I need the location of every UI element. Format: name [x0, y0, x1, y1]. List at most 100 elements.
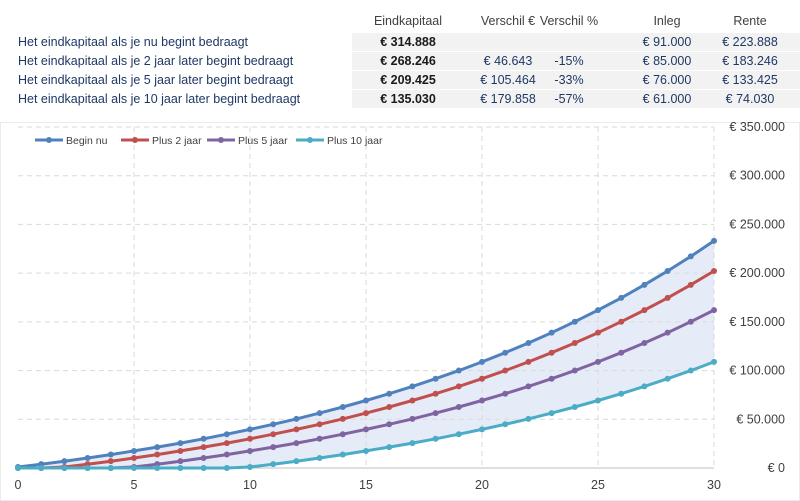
data-point: [641, 383, 648, 390]
data-point: [687, 318, 694, 325]
x-tick-label: 25: [591, 478, 605, 492]
data-point: [455, 431, 462, 438]
data-point: [247, 426, 253, 433]
data-point: [409, 415, 416, 422]
header-verschil-eur: Verschil €: [480, 14, 536, 28]
data-point: [571, 339, 578, 346]
data-point: [479, 426, 485, 433]
legend-label: Begin nu: [66, 135, 108, 147]
data-point: [84, 454, 91, 461]
header-verschil-pct: Verschil %: [539, 14, 599, 28]
data-point: [548, 375, 555, 382]
data-point: [177, 447, 184, 454]
data-point: [664, 375, 671, 382]
data-point: [502, 349, 509, 356]
legend-item: Begin nu: [35, 135, 108, 147]
data-point: [618, 349, 625, 356]
row-inleg: € 85.000: [642, 54, 692, 68]
data-point: [293, 415, 300, 422]
header-inleg: Inleg: [653, 14, 681, 28]
data-point: [479, 397, 485, 404]
data-point: [571, 318, 578, 325]
data-point: [270, 461, 277, 468]
summary-header-row: Eindkapitaal Verschil € Verschil % Inleg…: [0, 12, 800, 30]
chart-canvas: 0 5 10 15 20 25 30 € 0 € 50.000 € 100.000 € 150.00…: [0, 122, 800, 501]
data-point: [247, 464, 253, 471]
data-point: [131, 465, 137, 471]
data-point: [432, 435, 439, 442]
data-point: [409, 397, 416, 404]
data-point: [455, 367, 462, 374]
data-point: [618, 390, 625, 397]
row-label: Het eindkapitaal als je 10 jaar later be…: [18, 92, 301, 106]
y-tick-label: € 350.000: [729, 122, 785, 134]
data-point: [525, 383, 532, 390]
data-point: [154, 465, 161, 471]
data-point: [223, 431, 230, 438]
header-eindkapitaal: Eindkapitaal: [373, 14, 443, 28]
data-point: [363, 426, 369, 433]
legend-marker: [46, 137, 52, 143]
summary-row-plus-10: Het eindkapitaal als je 10 jaar later be…: [0, 90, 800, 108]
data-point: [618, 318, 625, 325]
data-point: [363, 397, 369, 404]
summary-row-plus-5: Het eindkapitaal als je 5 jaar later beg…: [0, 71, 800, 89]
x-tick-label: 15: [359, 478, 373, 492]
x-tick-label: 20: [475, 478, 489, 492]
data-point: [595, 397, 601, 404]
data-point: [339, 404, 346, 411]
row-inleg: € 61.000: [642, 92, 692, 106]
data-point: [711, 268, 717, 275]
row-verschil-eur: € 105.464: [480, 73, 536, 87]
data-point: [432, 390, 439, 397]
row-rente: € 74.030: [725, 92, 775, 106]
data-point: [571, 404, 578, 411]
data-point: [548, 329, 555, 336]
legend-label: Plus 2 jaar: [152, 135, 202, 147]
data-point: [548, 410, 555, 417]
legend-marker: [132, 137, 138, 143]
series-plus-10-jaar: [15, 358, 717, 471]
y-tick-label: € 150.000: [729, 315, 785, 329]
data-point: [363, 447, 369, 454]
data-point: [525, 415, 532, 422]
data-point: [270, 421, 277, 428]
data-point: [84, 465, 91, 471]
x-tick-label: 30: [707, 478, 721, 492]
row-rente: € 183.246: [722, 54, 778, 68]
row-eindkapitaal: € 314.888: [380, 35, 436, 49]
data-point: [61, 465, 68, 471]
y-tick-label: € 50.000: [736, 412, 785, 426]
data-point: [479, 375, 485, 382]
summary-row-plus-2: Het eindkapitaal als je 2 jaar later beg…: [0, 52, 800, 70]
legend-marker: [218, 137, 224, 143]
data-point: [641, 307, 648, 314]
data-point: [386, 444, 393, 451]
row-verschil-eur: € 179.858: [480, 92, 536, 106]
data-point: [247, 435, 253, 442]
data-point: [571, 367, 578, 374]
data-point: [664, 294, 671, 301]
data-point: [177, 458, 184, 465]
data-point: [502, 421, 509, 428]
data-point: [293, 458, 300, 465]
row-verschil-pct: -15%: [554, 54, 584, 68]
data-point: [131, 447, 137, 454]
y-tick-label: € 0: [768, 461, 785, 475]
data-point: [131, 454, 137, 461]
data-point: [386, 390, 393, 397]
row-eindkapitaal: € 209.425: [380, 73, 436, 87]
data-point: [316, 435, 323, 442]
y-tick-label: € 200.000: [729, 266, 785, 280]
data-point: [339, 451, 346, 458]
data-point: [548, 349, 555, 356]
data-point: [223, 440, 230, 447]
data-point: [316, 454, 323, 461]
data-point: [38, 465, 45, 471]
x-tick-label: 0: [15, 478, 22, 492]
data-point: [293, 426, 300, 433]
data-point: [107, 458, 114, 465]
data-point: [386, 404, 393, 411]
data-point: [363, 410, 369, 417]
data-point: [664, 329, 671, 336]
